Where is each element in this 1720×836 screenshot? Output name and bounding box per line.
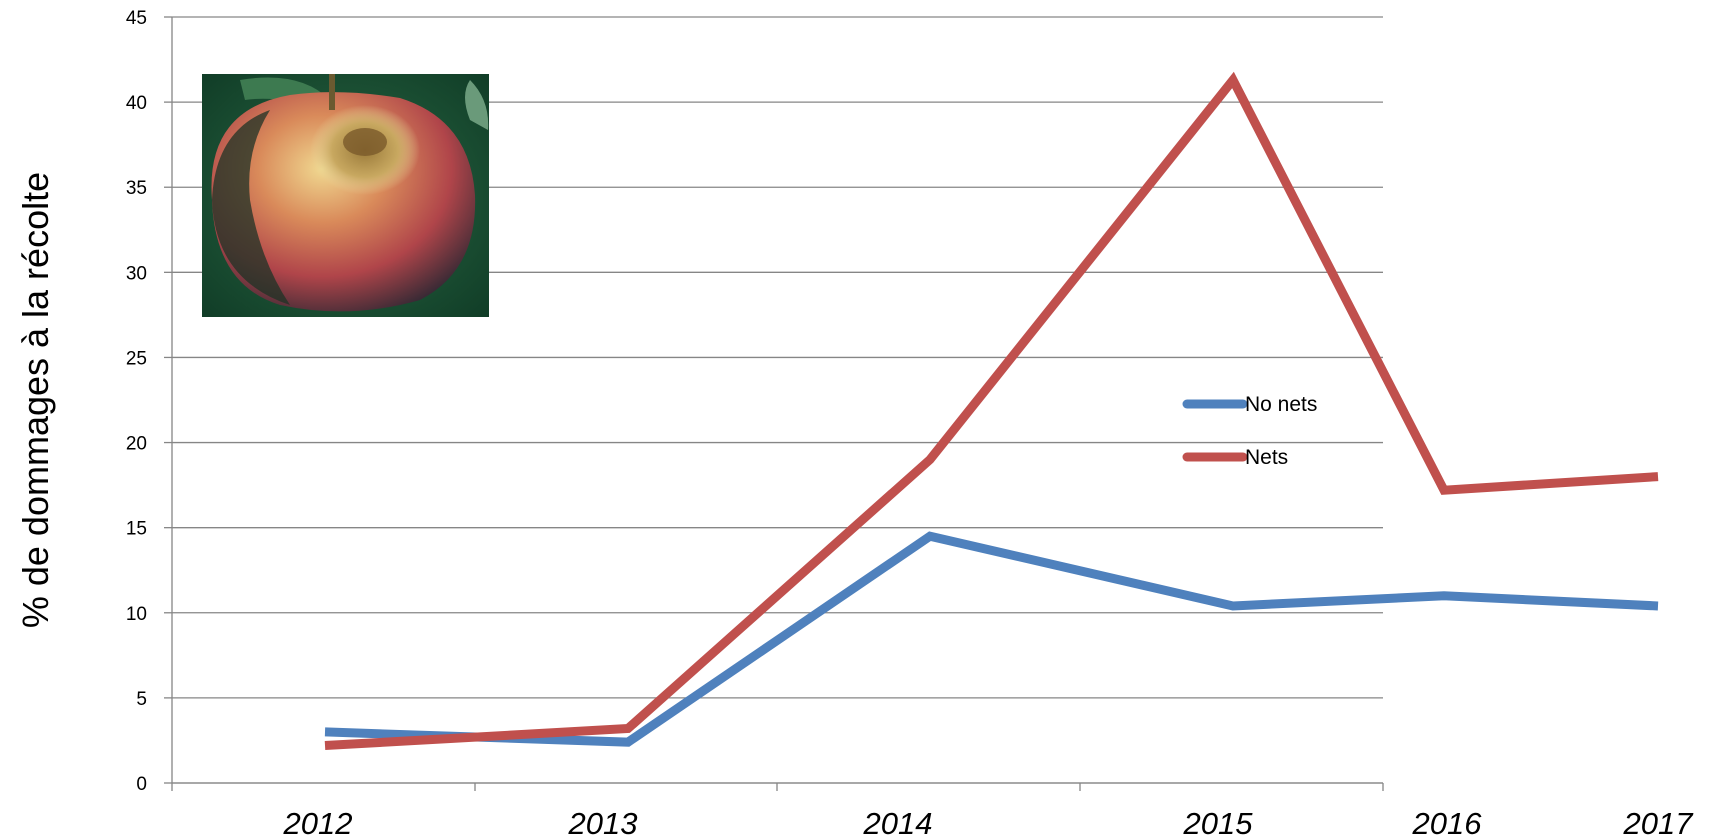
x-tick-label: 2012 xyxy=(283,806,353,836)
y-tick-label: 30 xyxy=(126,263,147,284)
x-tick-label: 2015 xyxy=(1183,806,1254,836)
y-axis-ticks: 0 5 10 15 20 25 30 35 40 45 xyxy=(126,8,172,795)
y-tick-label: 25 xyxy=(126,348,147,369)
y-tick-label: 20 xyxy=(126,434,147,455)
y-tick-label: 5 xyxy=(136,689,147,710)
y-tick-label: 15 xyxy=(126,519,147,540)
x-tick-label: 2013 xyxy=(568,806,638,836)
legend-label: Nets xyxy=(1245,446,1288,469)
y-tick-label: 0 xyxy=(136,774,147,795)
y-tick-label: 35 xyxy=(126,178,147,199)
x-tick-label: 2014 xyxy=(863,806,933,836)
series-lines xyxy=(324,71,1659,751)
y-tick-label: 40 xyxy=(126,93,147,114)
legend-label: No nets xyxy=(1245,393,1317,416)
y-tick-label: 45 xyxy=(126,8,147,29)
y-axis-label: % de dommages à la récolte xyxy=(15,172,56,628)
x-axis: 2012 2013 2014 2015 2016 2017 xyxy=(171,17,1695,836)
y-tick-label: 10 xyxy=(126,604,147,625)
damaged-apple-photo xyxy=(202,74,489,317)
series-line-no-nets xyxy=(324,531,1659,747)
x-tick-label: 2016 xyxy=(1412,806,1483,836)
x-tick-label: 2017 xyxy=(1623,806,1695,836)
legend: No nets Nets xyxy=(1182,393,1317,469)
series-line-nets xyxy=(324,71,1659,751)
